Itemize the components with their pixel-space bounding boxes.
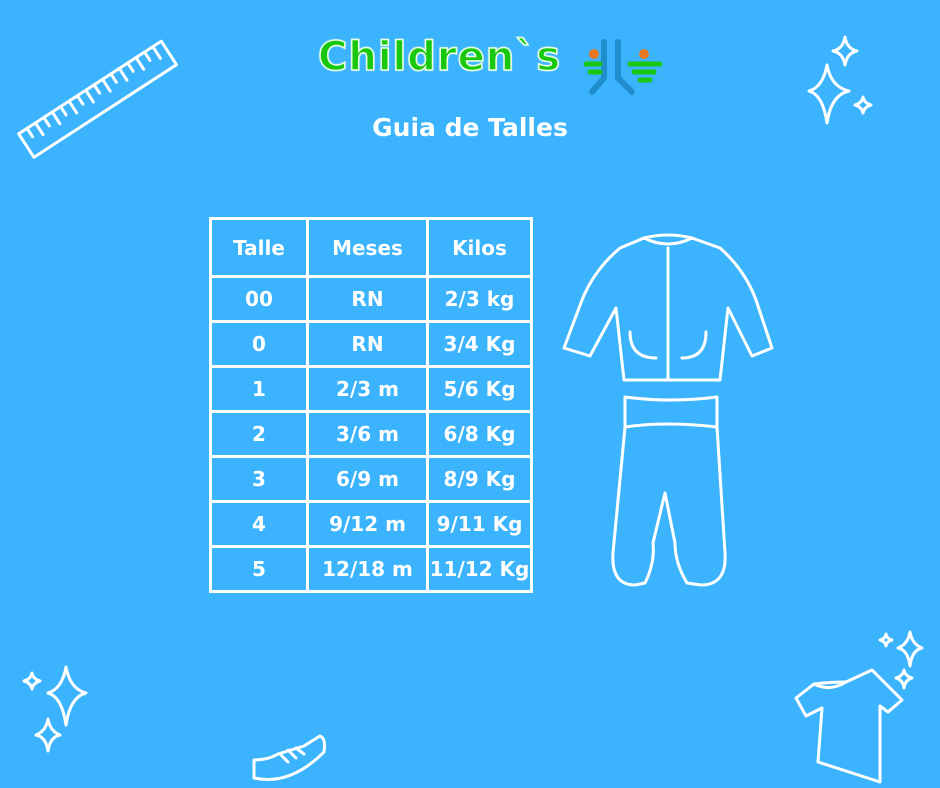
cell-meses: 9/12 m: [306, 500, 429, 548]
cell-talle: 4: [209, 500, 309, 548]
table-row: 3 6/9 m 8/9 Kg: [209, 455, 533, 503]
cell-kilos: 6/8 Kg: [426, 410, 533, 458]
cell-meses: 6/9 m: [306, 455, 429, 503]
cell-talle: 00: [209, 275, 309, 323]
brand-name: Children`s: [317, 33, 562, 81]
cell-kilos: 5/6 Kg: [426, 365, 533, 413]
table-row: 4 9/12 m 9/11 Kg: [209, 500, 533, 548]
table-row: 5 12/18 m 11/12 Kg: [209, 545, 533, 593]
table-header-row: Talle Meses Kilos: [209, 217, 533, 278]
table-row: 1 2/3 m 5/6 Kg: [209, 365, 533, 413]
pants-icon: [611, 395, 727, 587]
shoe-icon: [252, 734, 326, 782]
jacket-icon: [562, 233, 774, 382]
table-row: 2 3/6 m 6/8 Kg: [209, 410, 533, 458]
size-table: Talle Meses Kilos 00 RN 2/3 kg 0 RN 3/4 Kg 1 2/…: [209, 217, 533, 593]
brand-logo-icon: [583, 39, 663, 95]
cell-talle: 2: [209, 410, 309, 458]
sparkles-icon: [22, 665, 88, 753]
sparkles-icon: [807, 35, 873, 125]
ruler-icon: [17, 39, 179, 159]
tshirt-icon: [794, 668, 904, 784]
cell-talle: 3: [209, 455, 309, 503]
table-row: 0 RN 3/4 Kg: [209, 320, 533, 368]
cell-talle: 1: [209, 365, 309, 413]
cell-talle: 5: [209, 545, 309, 593]
cell-kilos: 11/12 Kg: [426, 545, 533, 593]
header-kilos: Kilos: [426, 217, 533, 278]
cell-kilos: 2/3 kg: [426, 275, 533, 323]
cell-meses: RN: [306, 320, 429, 368]
cell-meses: 12/18 m: [306, 545, 429, 593]
header-meses: Meses: [306, 217, 429, 278]
cell-kilos: 8/9 Kg: [426, 455, 533, 503]
cell-talle: 0: [209, 320, 309, 368]
table-row: 00 RN 2/3 kg: [209, 275, 533, 323]
header-talle: Talle: [209, 217, 309, 278]
cell-kilos: 3/4 Kg: [426, 320, 533, 368]
page-title: Guia de Talles: [372, 113, 568, 142]
cell-meses: 2/3 m: [306, 365, 429, 413]
sparkles-icon: [878, 630, 924, 690]
cell-meses: 3/6 m: [306, 410, 429, 458]
cell-meses: RN: [306, 275, 429, 323]
cell-kilos: 9/11 Kg: [426, 500, 533, 548]
